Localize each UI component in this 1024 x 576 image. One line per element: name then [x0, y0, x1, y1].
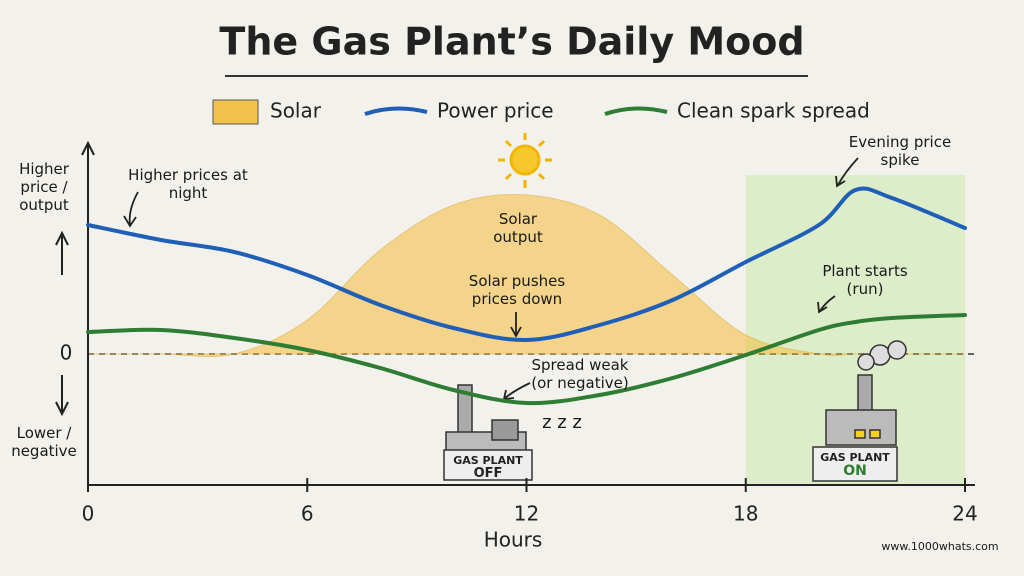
- y-tick-label: 0: [60, 341, 73, 365]
- annotation: Solar pushes prices down: [468, 272, 566, 308]
- annotation: Plant starts (run): [822, 262, 908, 298]
- x-tick-label: 0: [82, 502, 95, 526]
- annotation-arrows: [123, 157, 859, 401]
- y-label-top: Higher price / output: [19, 160, 69, 214]
- chart-title: The Gas Plant’s Daily Mood: [219, 20, 804, 64]
- legend-label: Clean spark spread: [677, 99, 870, 123]
- legend-line: [364, 106, 428, 116]
- x-tick-label: 18: [733, 502, 758, 526]
- x-axis-label: Hours: [484, 528, 543, 552]
- up-arrow: [55, 230, 69, 275]
- area: [87, 194, 965, 358]
- x-tick-label: 12: [514, 502, 539, 526]
- y-axis: [81, 140, 95, 478]
- plant-on-label: GAS PLANT: [820, 451, 890, 464]
- annotation: z z z: [542, 412, 582, 433]
- annotation: Spread weak (or negative): [531, 356, 629, 392]
- line: [86, 313, 967, 406]
- x-tick-label: 6: [301, 502, 314, 526]
- down-arrow: [55, 375, 69, 417]
- annotation: Higher prices at night: [128, 166, 248, 202]
- plant-off-state: OFF: [473, 466, 503, 481]
- legend-label: Power price: [437, 99, 554, 123]
- sun-icon: [498, 133, 552, 188]
- line: [86, 186, 967, 343]
- source: www.1000whats.com: [881, 540, 999, 553]
- legend-swatch: [212, 99, 259, 125]
- annotation: Solar output: [493, 210, 543, 246]
- legend-label: Solar: [270, 99, 322, 123]
- plant-off-icon: [443, 384, 533, 481]
- y-label-bottom: Lower / negative: [11, 424, 77, 460]
- chart-layer: 0 6 12 18 24 Hours 0 Solar Power price Clean spar…: [60, 99, 978, 552]
- plant-on-icon: [812, 340, 907, 482]
- x-tick-label: 24: [952, 502, 977, 526]
- plant-on-state: ON: [843, 463, 867, 479]
- plant-off-label: GAS PLANT: [453, 454, 523, 467]
- annotation: Evening price spike: [848, 133, 952, 169]
- legend-line: [604, 106, 668, 116]
